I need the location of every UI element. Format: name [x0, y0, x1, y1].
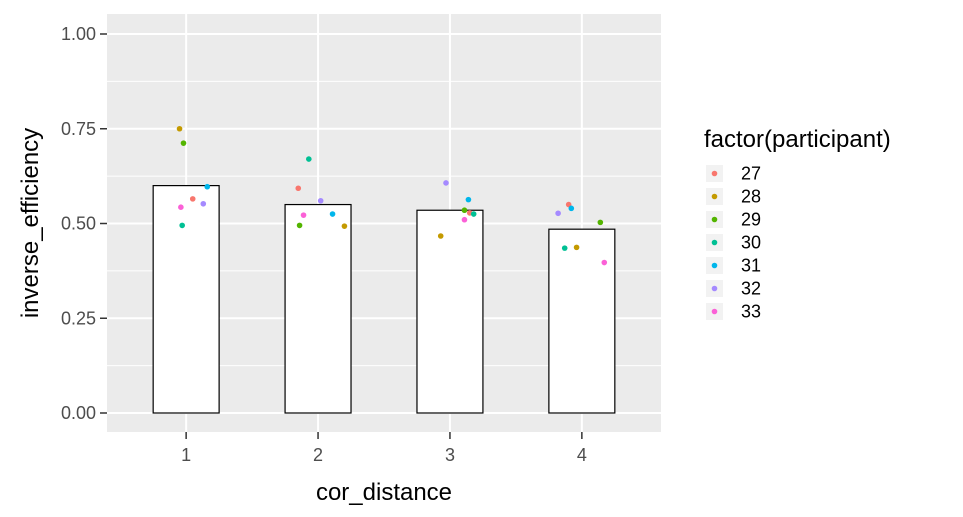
x-tick-label: 1: [181, 445, 191, 465]
legend-key-point: [711, 239, 718, 246]
data-point: [179, 222, 185, 229]
legend-label: 33: [741, 302, 761, 322]
data-point: [204, 183, 211, 190]
data-point: [443, 180, 449, 186]
x-axis-title: cor_distance: [316, 479, 452, 506]
legend-label: 30: [741, 233, 761, 253]
data-point: [178, 204, 184, 211]
data-point: [597, 219, 604, 226]
bar: [548, 228, 616, 414]
data-point: [180, 140, 187, 146]
data-point: [573, 244, 580, 251]
data-point: [568, 205, 575, 212]
legend-key-point: [711, 216, 718, 223]
legend-label: 31: [741, 256, 761, 276]
x-axis: 1 2 3 4: [181, 432, 587, 465]
y-tick-label: 0.25: [61, 308, 96, 328]
legend-key-point: [711, 262, 718, 269]
legend-label: 27: [741, 164, 761, 184]
y-tick-label: 0.50: [61, 214, 96, 234]
y-axis: 0.00 0.25 0.50 0.75 1.00: [61, 24, 107, 423]
x-tick-label: 2: [313, 445, 323, 465]
data-point: [561, 245, 568, 251]
x-tick-label: 3: [445, 445, 455, 465]
legend-label: 32: [741, 279, 761, 299]
bar: [284, 203, 352, 414]
data-point: [461, 216, 468, 223]
legend-key-point: [711, 308, 718, 315]
data-point: [306, 156, 312, 162]
data-point: [470, 211, 477, 217]
data-point: [329, 211, 336, 217]
bars: [152, 185, 616, 414]
x-tick-label: 4: [577, 445, 587, 465]
data-point: [296, 222, 303, 229]
data-point: [295, 185, 302, 192]
legend-items: 27 28 29 30 31 32 33: [706, 164, 761, 322]
data-point: [461, 207, 468, 214]
y-tick-label: 0.00: [61, 403, 96, 423]
bar: [152, 185, 220, 414]
legend-title: factor(participant): [704, 126, 891, 153]
y-axis-title: inverse_efficiency: [17, 128, 44, 318]
data-point: [437, 233, 444, 239]
data-point: [200, 200, 207, 207]
y-tick-label: 0.75: [61, 119, 96, 139]
y-tick-label: 1.00: [61, 24, 96, 44]
legend: factor(participant) 27 28 29 30 31 32 33: [704, 126, 891, 322]
data-point: [189, 196, 196, 202]
data-points: [176, 125, 608, 266]
legend-key-point: [711, 193, 718, 200]
data-point: [465, 196, 472, 203]
data-point: [176, 125, 183, 132]
legend-label: 28: [741, 187, 761, 207]
data-point: [601, 259, 608, 266]
bar: [416, 209, 484, 414]
data-point: [317, 197, 324, 204]
legend-key-point: [711, 285, 718, 292]
data-point: [341, 223, 348, 229]
data-point: [300, 212, 307, 218]
legend-key-point: [711, 170, 718, 177]
data-point: [555, 210, 561, 217]
legend-label: 29: [741, 210, 761, 230]
